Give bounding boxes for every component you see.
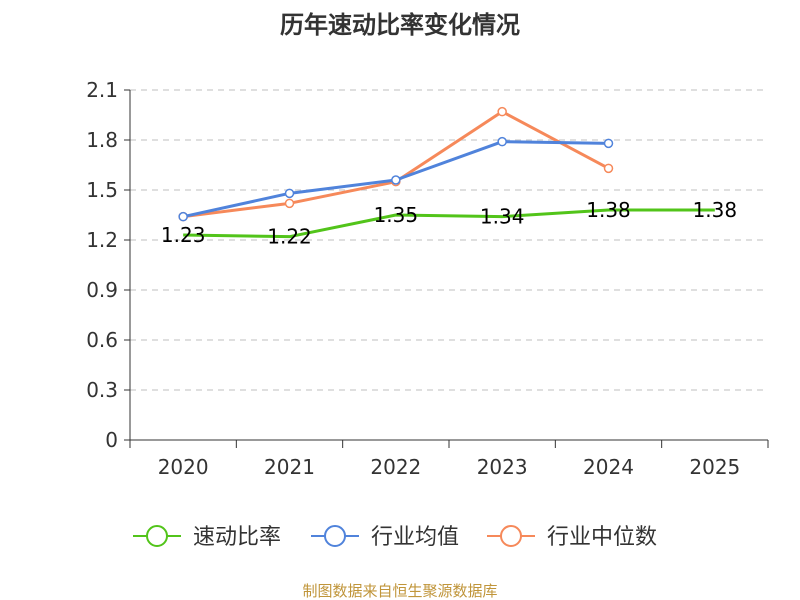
y-tick-label: 1.5 bbox=[86, 178, 118, 202]
axes bbox=[129, 90, 768, 441]
y-tick-label: 1.2 bbox=[86, 228, 118, 252]
legend-item-2[interactable]: 行业中位数 bbox=[487, 525, 657, 550]
series-point-1 bbox=[603, 138, 614, 149]
x-tick-label: 2023 bbox=[477, 455, 528, 479]
legend-label: 行业均值 bbox=[371, 525, 459, 550]
legend[interactable]: 速动比率 行业均值 行业中位数 bbox=[133, 525, 657, 550]
data-label: 1.23 bbox=[161, 223, 206, 247]
y-tick-label: 1.8 bbox=[86, 128, 118, 152]
series-point-1 bbox=[178, 211, 188, 222]
legend-marker-icon bbox=[500, 525, 522, 547]
y-tick-label: 0 bbox=[105, 428, 118, 452]
series-point-2 bbox=[284, 198, 295, 209]
data-label: 1.35 bbox=[374, 203, 419, 227]
x-tick-label: 2021 bbox=[264, 455, 315, 479]
y-axis-ticks: 0 0.3 0.6 0.9 1.2 1.5 1.8 2.1 bbox=[86, 78, 130, 452]
y-tick-label: 0.6 bbox=[86, 328, 118, 352]
data-labels: 1.23 1.22 1.35 1.34 1.38 1.38 bbox=[161, 198, 737, 249]
x-axis-ticks: 2020 2021 2022 2023 2024 2025 bbox=[129, 440, 769, 479]
series-point-1 bbox=[284, 188, 295, 199]
series-point-1 bbox=[391, 175, 401, 185]
data-label: 1.38 bbox=[693, 198, 738, 222]
series-line-2 bbox=[182, 110, 610, 219]
chart-title: 历年速动比率变化情况 bbox=[280, 11, 520, 39]
series-group bbox=[178, 106, 715, 239]
x-tick-label: 2024 bbox=[583, 455, 634, 479]
legend-marker-icon bbox=[146, 525, 168, 547]
data-label: 1.34 bbox=[480, 205, 525, 229]
data-label: 1.38 bbox=[586, 198, 631, 222]
series-line-0 bbox=[183, 208, 715, 239]
data-label: 1.22 bbox=[267, 225, 312, 249]
x-tick-label: 2022 bbox=[370, 455, 421, 479]
legend-item-0[interactable]: 速动比率 bbox=[133, 525, 281, 550]
x-tick-label: 2020 bbox=[158, 455, 209, 479]
y-tick-label: 2.1 bbox=[86, 78, 118, 102]
series-point-2 bbox=[497, 106, 507, 117]
grid-lines bbox=[130, 89, 768, 391]
legend-label: 行业中位数 bbox=[547, 525, 657, 550]
series-point-2 bbox=[603, 163, 614, 174]
legend-item-1[interactable]: 行业均值 bbox=[311, 525, 459, 550]
y-tick-label: 0.9 bbox=[86, 278, 118, 302]
y-tick-label: 0.3 bbox=[86, 378, 118, 402]
source-note: 制图数据来自恒生聚源数据库 bbox=[302, 582, 497, 600]
legend-label: 速动比率 bbox=[193, 525, 281, 550]
x-tick-label: 2025 bbox=[689, 455, 740, 479]
legend-marker-icon bbox=[324, 525, 346, 547]
series-point-1 bbox=[497, 136, 507, 147]
